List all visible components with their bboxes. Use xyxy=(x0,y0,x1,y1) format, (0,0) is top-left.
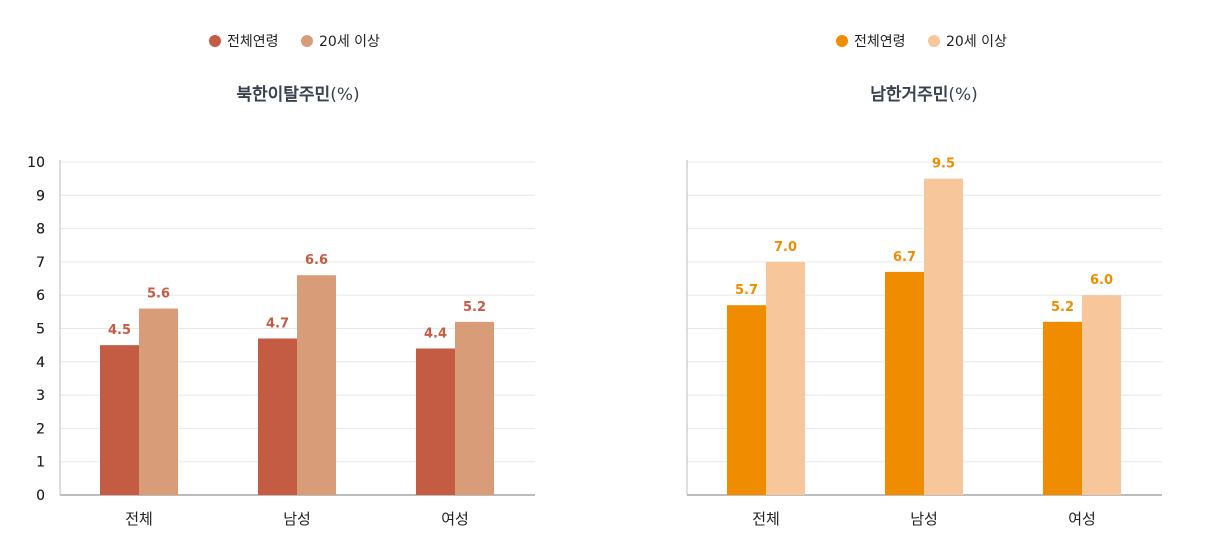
bar xyxy=(100,345,139,495)
y-tick-label: 4 xyxy=(36,355,45,371)
chart-title: 북한이탈주민(%) xyxy=(236,84,359,105)
y-tick-label: 4 xyxy=(36,355,45,371)
data-label: 7.0 xyxy=(774,240,797,255)
bar xyxy=(766,261,805,495)
bar xyxy=(139,308,178,495)
legend: 전체연령 20세 이상 xyxy=(836,34,1007,50)
data-label: 4.4 xyxy=(424,326,447,341)
legend: 전체연령 20세 이상 xyxy=(209,34,380,50)
legend-label-20-plus: 20세 이상 xyxy=(319,34,380,50)
y-tick-label: 3 xyxy=(36,388,45,404)
x-category-label: 여성 xyxy=(441,510,469,528)
y-tick-label: 7 xyxy=(36,255,45,271)
x-category-label: 남성 xyxy=(910,510,938,528)
y-tick-label: 7 xyxy=(36,255,45,271)
legend-swatch-20-plus xyxy=(301,35,313,47)
bar xyxy=(727,305,766,495)
y-tick-label: 9 xyxy=(36,188,45,204)
data-label: 5.2 xyxy=(463,300,486,315)
bar xyxy=(416,348,455,495)
y-tick-label: 5 xyxy=(36,322,45,338)
chart-title-text: 남한거주민 xyxy=(870,85,948,105)
data-label: 9.5 xyxy=(932,157,955,172)
chart-south-korean-residents: 전체연령 20세 이상 남한거주민(%) 0123456789105.77.0전… xyxy=(27,34,1162,528)
data-label: 5.7 xyxy=(735,283,758,298)
chart-north-korean-defectors: 전체연령 20세 이상 북한이탈주민(%) 0 1 2 3 4 5 6 7 8 9 10 4.5 5.6… xyxy=(27,34,535,528)
y-tick-label: 10 xyxy=(27,155,45,171)
bar xyxy=(1082,295,1121,495)
data-label: 6.6 xyxy=(305,253,328,268)
y-tick-label: 6 xyxy=(36,288,45,304)
plot-area: 0 1 2 3 4 5 6 7 8 9 10 4.5 5.6 전체 4.7 6.6 남성 4.4 5.2 여성 xyxy=(27,155,535,528)
data-label: 4.5 xyxy=(108,323,131,338)
y-tick-label: 1 xyxy=(36,455,45,471)
chart-title-unit: (%) xyxy=(948,85,977,105)
chart-title-text: 북한이탈주민 xyxy=(236,84,330,105)
legend-swatch-20-plus xyxy=(928,35,940,47)
legend-label-20-plus: 20세 이상 xyxy=(946,34,1007,50)
chart-title: 남한거주민(%) xyxy=(870,85,978,105)
y-tick-label: 9 xyxy=(36,188,45,204)
y-tick-label: 10 xyxy=(27,155,45,171)
x-category-label: 전체 xyxy=(752,510,780,528)
y-tick-label: 6 xyxy=(36,288,45,304)
bar xyxy=(924,178,963,495)
legend-label-all-ages: 전체연령 xyxy=(854,34,906,50)
legend-label-all-ages: 전체연령 xyxy=(227,34,279,50)
bar xyxy=(258,338,297,495)
plot-area: 0 1 2 3 4 5 6 7 8 9 10 5.7 7.0 전체 6.7 9.5 남성 5.2 6.0 여성 xyxy=(27,155,1162,528)
y-tick-label: 1 xyxy=(36,455,45,471)
x-category-label: 남성 xyxy=(283,510,311,528)
y-tick-label: 2 xyxy=(36,421,45,437)
data-label: 6.0 xyxy=(1090,273,1113,288)
legend-swatch-all-ages xyxy=(209,35,221,47)
data-label: 6.7 xyxy=(893,250,916,265)
legend-swatch-all-ages xyxy=(836,35,848,47)
y-tick-label: 0 xyxy=(36,488,45,504)
x-category-label: 전체 xyxy=(125,510,153,528)
y-tick-label: 8 xyxy=(36,222,45,238)
bar xyxy=(455,321,494,495)
bar xyxy=(1043,321,1082,495)
data-label: 4.7 xyxy=(266,316,289,331)
y-tick-label: 2 xyxy=(36,421,45,437)
y-tick-label: 3 xyxy=(36,388,45,404)
x-category-label: 여성 xyxy=(1068,510,1096,528)
chart-title-unit: (%) xyxy=(330,85,359,105)
y-tick-label: 5 xyxy=(36,322,45,338)
bar xyxy=(297,275,336,495)
bar xyxy=(885,271,924,495)
data-label: 5.2 xyxy=(1051,300,1074,315)
y-tick-label: 0 xyxy=(36,488,45,504)
data-label: 5.6 xyxy=(147,287,170,302)
y-tick-label: 8 xyxy=(36,222,45,238)
